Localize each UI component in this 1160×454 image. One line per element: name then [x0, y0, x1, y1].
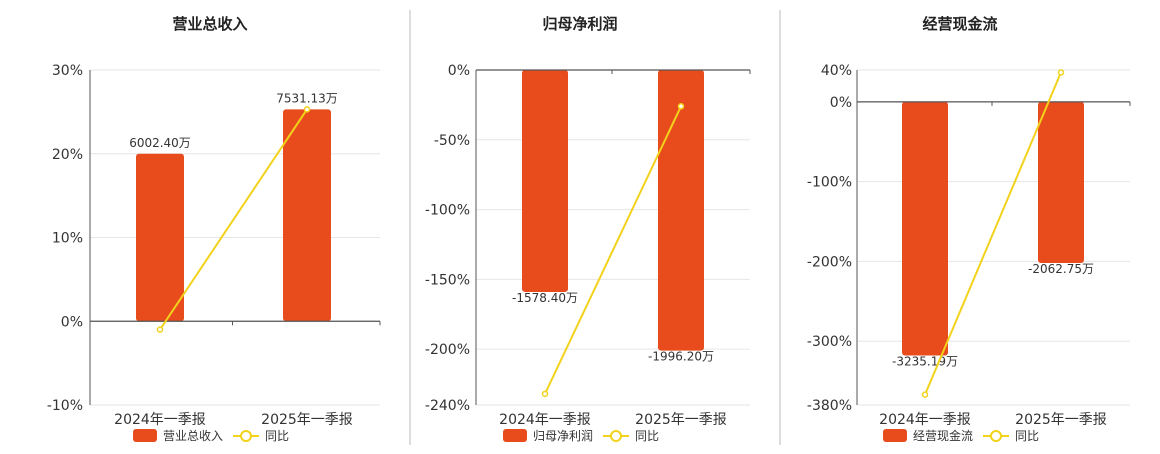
- chart-title: 经营现金流: [922, 15, 997, 33]
- y-tick-label: 0%: [830, 95, 852, 111]
- yoy-line: [159, 108, 308, 331]
- legend-bar-swatch: [503, 429, 527, 442]
- legend-bar-swatch: [883, 429, 907, 442]
- y-tick-label: -200%: [807, 254, 852, 270]
- y-tick-label: -100%: [425, 203, 470, 219]
- bar-value-label: -1578.40万: [512, 291, 578, 305]
- x-category-label: 2025年一季报: [261, 412, 353, 428]
- bar-value-label: 7531.13万: [276, 91, 338, 105]
- legend-line-marker: [240, 430, 252, 442]
- legend-label: 同比: [635, 429, 659, 443]
- bar-value-label: -2062.75万: [1028, 262, 1094, 276]
- x-category-label: 2024年一季报: [114, 412, 206, 428]
- y-tick-label: -200%: [425, 342, 470, 358]
- y-tick-label: -100%: [807, 175, 852, 191]
- legend-label: 经营现金流: [913, 428, 973, 443]
- x-category-label: 2025年一季报: [635, 412, 727, 428]
- y-tick-label: 10%: [52, 231, 83, 247]
- y-tick-label: 40%: [821, 63, 852, 79]
- x-category-label: 2024年一季报: [879, 412, 971, 428]
- yoy-line: [544, 105, 682, 395]
- legend-label: 同比: [1015, 429, 1039, 443]
- bar: [283, 109, 331, 322]
- yoy-point: [677, 103, 685, 110]
- y-tick-label: 0%: [448, 63, 470, 79]
- y-tick-label: -10%: [47, 398, 83, 414]
- y-tick-label: 20%: [52, 147, 83, 163]
- bar-value-label: -3235.19万: [892, 355, 958, 369]
- legend-line-marker: [990, 430, 1002, 442]
- bar: [658, 70, 704, 351]
- yoy-point: [1057, 69, 1065, 76]
- legend-bar-swatch: [133, 429, 157, 442]
- yoy-point: [303, 106, 311, 113]
- y-tick-label: -50%: [434, 133, 470, 149]
- y-tick-label: -240%: [425, 398, 470, 414]
- chart-title: 归母净利润: [542, 15, 617, 33]
- yoy-point: [541, 390, 549, 398]
- yoy-point: [921, 391, 929, 398]
- bar-value-label: 6002.40万: [129, 136, 191, 150]
- y-tick-label: 0%: [61, 314, 83, 330]
- chart-title: 营业总收入: [172, 15, 247, 33]
- y-tick-label: -380%: [807, 398, 852, 414]
- x-category-label: 2024年一季报: [499, 412, 591, 428]
- bar: [1038, 101, 1084, 264]
- legend-label: 归母净利润: [533, 429, 593, 443]
- bar: [136, 153, 184, 322]
- y-tick-label: -150%: [425, 272, 470, 288]
- y-tick-label: 30%: [52, 63, 83, 79]
- legend-line-marker: [610, 430, 622, 442]
- x-category-label: 2025年一季报: [1015, 412, 1107, 428]
- legend-label: 营业总收入: [163, 429, 223, 443]
- bar: [902, 101, 948, 356]
- bar: [522, 70, 568, 292]
- y-tick-label: -300%: [807, 334, 852, 350]
- legend-label: 同比: [265, 429, 289, 443]
- bar-value-label: -1996.20万: [648, 350, 714, 364]
- yoy-point: [156, 326, 164, 333]
- yoy-line: [924, 72, 1062, 396]
